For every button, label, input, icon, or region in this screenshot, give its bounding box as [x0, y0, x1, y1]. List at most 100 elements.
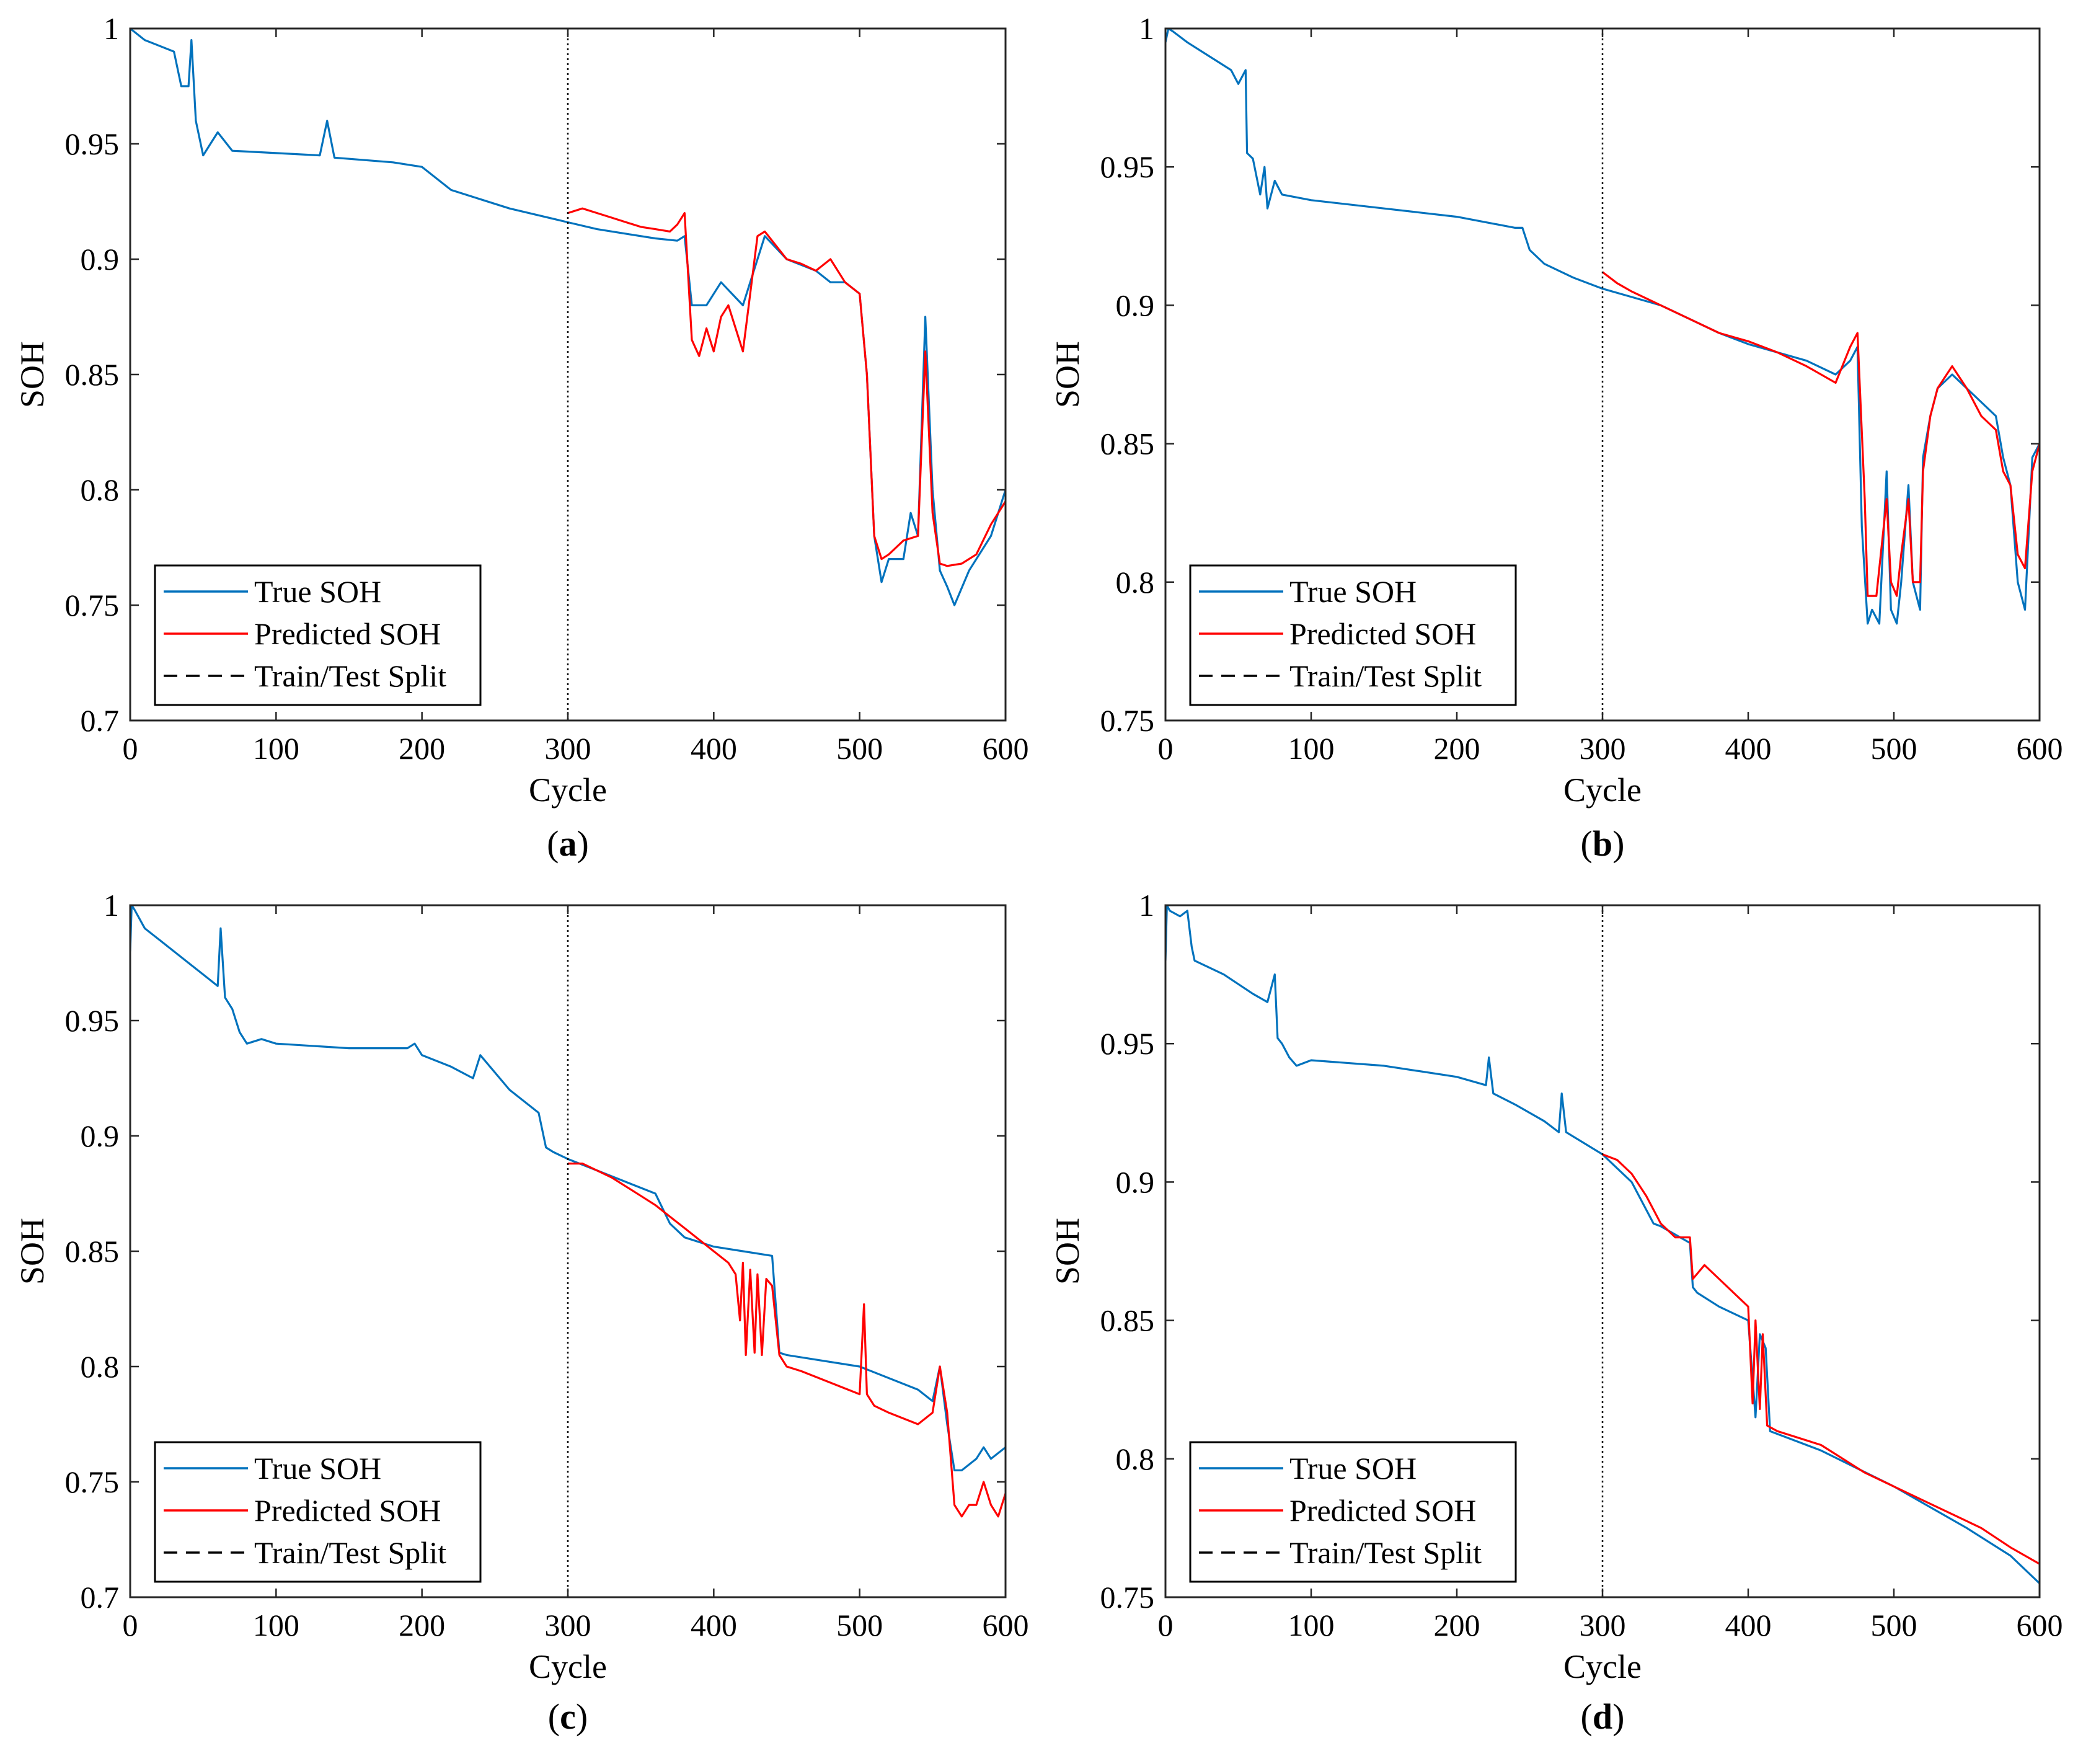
y-tick-label: 1 [1139, 888, 1154, 923]
y-tick-label: 0.75 [65, 1465, 120, 1499]
legend-train-test-split-label: Train/Test Split [1289, 1535, 1482, 1570]
x-tick-label: 200 [1434, 731, 1480, 766]
legend-predicted-soh-label: Predicted SOH [254, 616, 441, 651]
x-tick-label: 0 [1158, 1608, 1174, 1642]
x-tick-label: 300 [1580, 731, 1626, 766]
y-tick-label: 0.9 [1116, 1164, 1155, 1199]
legend: True SOH Predicted SOH Train/Test Split [154, 564, 482, 706]
x-tick-label: 200 [1434, 1608, 1480, 1642]
legend-box [1189, 1441, 1517, 1583]
x-tick-label: 0 [123, 1608, 138, 1642]
x-axis-label: Cycle [529, 1648, 607, 1685]
x-tick-label: 200 [399, 1608, 445, 1642]
y-tick-label: 0.9 [81, 242, 120, 277]
y-tick-label: 0.7 [81, 1580, 120, 1615]
x-tick-label: 400 [691, 1608, 737, 1642]
predicted-soh-line [1602, 271, 2040, 597]
x-tick-label: 600 [983, 1608, 1029, 1642]
y-tick-label: 1 [104, 11, 119, 46]
y-tick-label: 0.8 [1116, 1442, 1155, 1476]
legend-true-soh-label: True SOH [1289, 1451, 1417, 1486]
y-tick-label: 0.7 [81, 703, 120, 738]
y-tick-label: 0.8 [81, 1349, 120, 1384]
legend-true-soh-label: True SOH [1289, 574, 1417, 609]
y-axis-label: SOH [1049, 1218, 1086, 1285]
true-soh-line [130, 905, 1006, 1471]
y-tick-label: 0.75 [1100, 703, 1155, 738]
legend-predicted-soh-label: Predicted SOH [1289, 1493, 1476, 1528]
predicted-soh-line [567, 207, 1006, 567]
x-tick-label: 500 [836, 1608, 883, 1642]
legend-train-test-split-label: Train/Test Split [254, 1535, 446, 1570]
y-tick-label: 0.85 [65, 357, 120, 392]
x-tick-label: 300 [545, 1608, 591, 1642]
predicted-soh-line [568, 1162, 1006, 1518]
y-tick-label: 0.8 [81, 472, 120, 507]
panel-caption: (a) [547, 823, 589, 864]
x-tick-label: 0 [123, 731, 138, 766]
true-soh-line [1165, 29, 2040, 625]
y-tick-label: 0.95 [1100, 149, 1155, 184]
legend-box [1189, 564, 1517, 706]
axes-frame [129, 904, 1007, 1598]
legend-train-test-split-label: Train/Test Split [254, 658, 446, 693]
x-tick-label: 100 [1288, 1608, 1335, 1642]
x-tick-label: 600 [2017, 731, 2063, 766]
x-tick-label: 200 [399, 731, 445, 766]
legend-predicted-soh-label: Predicted SOH [1289, 616, 1476, 651]
panel-caption: (d) [1581, 1696, 1625, 1737]
legend-box [154, 564, 482, 706]
axes-frame [1164, 904, 2041, 1598]
y-tick-label: 0.9 [81, 1119, 120, 1153]
y-tick-label: 0.95 [1100, 1026, 1155, 1061]
axes-frame [129, 27, 1007, 722]
y-axis-label: SOH [1049, 341, 1086, 408]
panel-b: 0 100 200 300 400 500 600 0.75 0.8 0.85 0.9 0.95 1 Cy… [1049, 11, 2063, 864]
panel-c: 0 100 200 300 400 500 600 0.7 0.75 0.8 0.85 0.9 0.95… [14, 888, 1029, 1737]
legend-train-test-split-label: Train/Test Split [1289, 658, 1482, 693]
y-tick-label: 0.85 [1100, 427, 1155, 461]
x-tick-label: 300 [545, 731, 591, 766]
x-tick-label: 400 [691, 731, 737, 766]
panel-caption: (c) [548, 1696, 588, 1737]
x-tick-label: 100 [253, 731, 299, 766]
x-tick-label: 0 [1158, 731, 1174, 766]
x-tick-label: 500 [1871, 1608, 1917, 1642]
x-tick-label: 100 [1288, 731, 1335, 766]
true-soh-line [130, 29, 1006, 606]
axes-frame [1164, 27, 2041, 722]
y-tick-label: 0.95 [65, 1003, 120, 1038]
y-tick-label: 1 [1139, 11, 1154, 46]
x-tick-label: 400 [1725, 731, 1772, 766]
y-tick-label: 0.95 [65, 126, 120, 161]
y-tick-label: 0.85 [1100, 1303, 1155, 1338]
y-tick-label: 0.9 [1116, 288, 1155, 322]
x-axis-label: Cycle [1563, 771, 1642, 809]
legend: True SOH Predicted SOH Train/Test Split [154, 1441, 482, 1583]
y-tick-label: 0.8 [1116, 565, 1155, 600]
x-axis-label: Cycle [529, 771, 607, 809]
x-tick-label: 600 [983, 731, 1029, 766]
x-tick-label: 300 [1580, 1608, 1626, 1642]
panel-d: 0 100 200 300 400 500 600 0.75 0.8 0.85 0.9 0.95 1 Cy… [1049, 888, 2063, 1737]
y-axis-label: SOH [14, 1218, 51, 1285]
panel-a: 0 100 200 300 400 500 600 0.7 0.75 0.8 0.85 0.9 0.95… [14, 11, 1029, 864]
y-tick-label: 0.75 [65, 588, 120, 623]
predicted-soh-line [1602, 1153, 2040, 1565]
y-tick-label: 1 [104, 888, 119, 923]
legend: True SOH Predicted SOH Train/Test Split [1189, 564, 1517, 706]
legend-true-soh-label: True SOH [254, 574, 381, 609]
x-tick-label: 400 [1725, 1608, 1772, 1642]
x-axis-label: Cycle [1563, 1648, 1642, 1685]
legend-box [154, 1441, 482, 1583]
y-tick-label: 0.75 [1100, 1580, 1155, 1615]
x-tick-label: 500 [836, 731, 883, 766]
legend-predicted-soh-label: Predicted SOH [254, 1493, 441, 1528]
legend: True SOH Predicted SOH Train/Test Split [1189, 1441, 1517, 1583]
y-tick-label: 0.85 [65, 1234, 120, 1269]
y-axis-label: SOH [14, 341, 51, 408]
x-tick-label: 100 [253, 1608, 299, 1642]
legend-true-soh-label: True SOH [254, 1451, 381, 1486]
panel-caption: (b) [1581, 823, 1625, 864]
